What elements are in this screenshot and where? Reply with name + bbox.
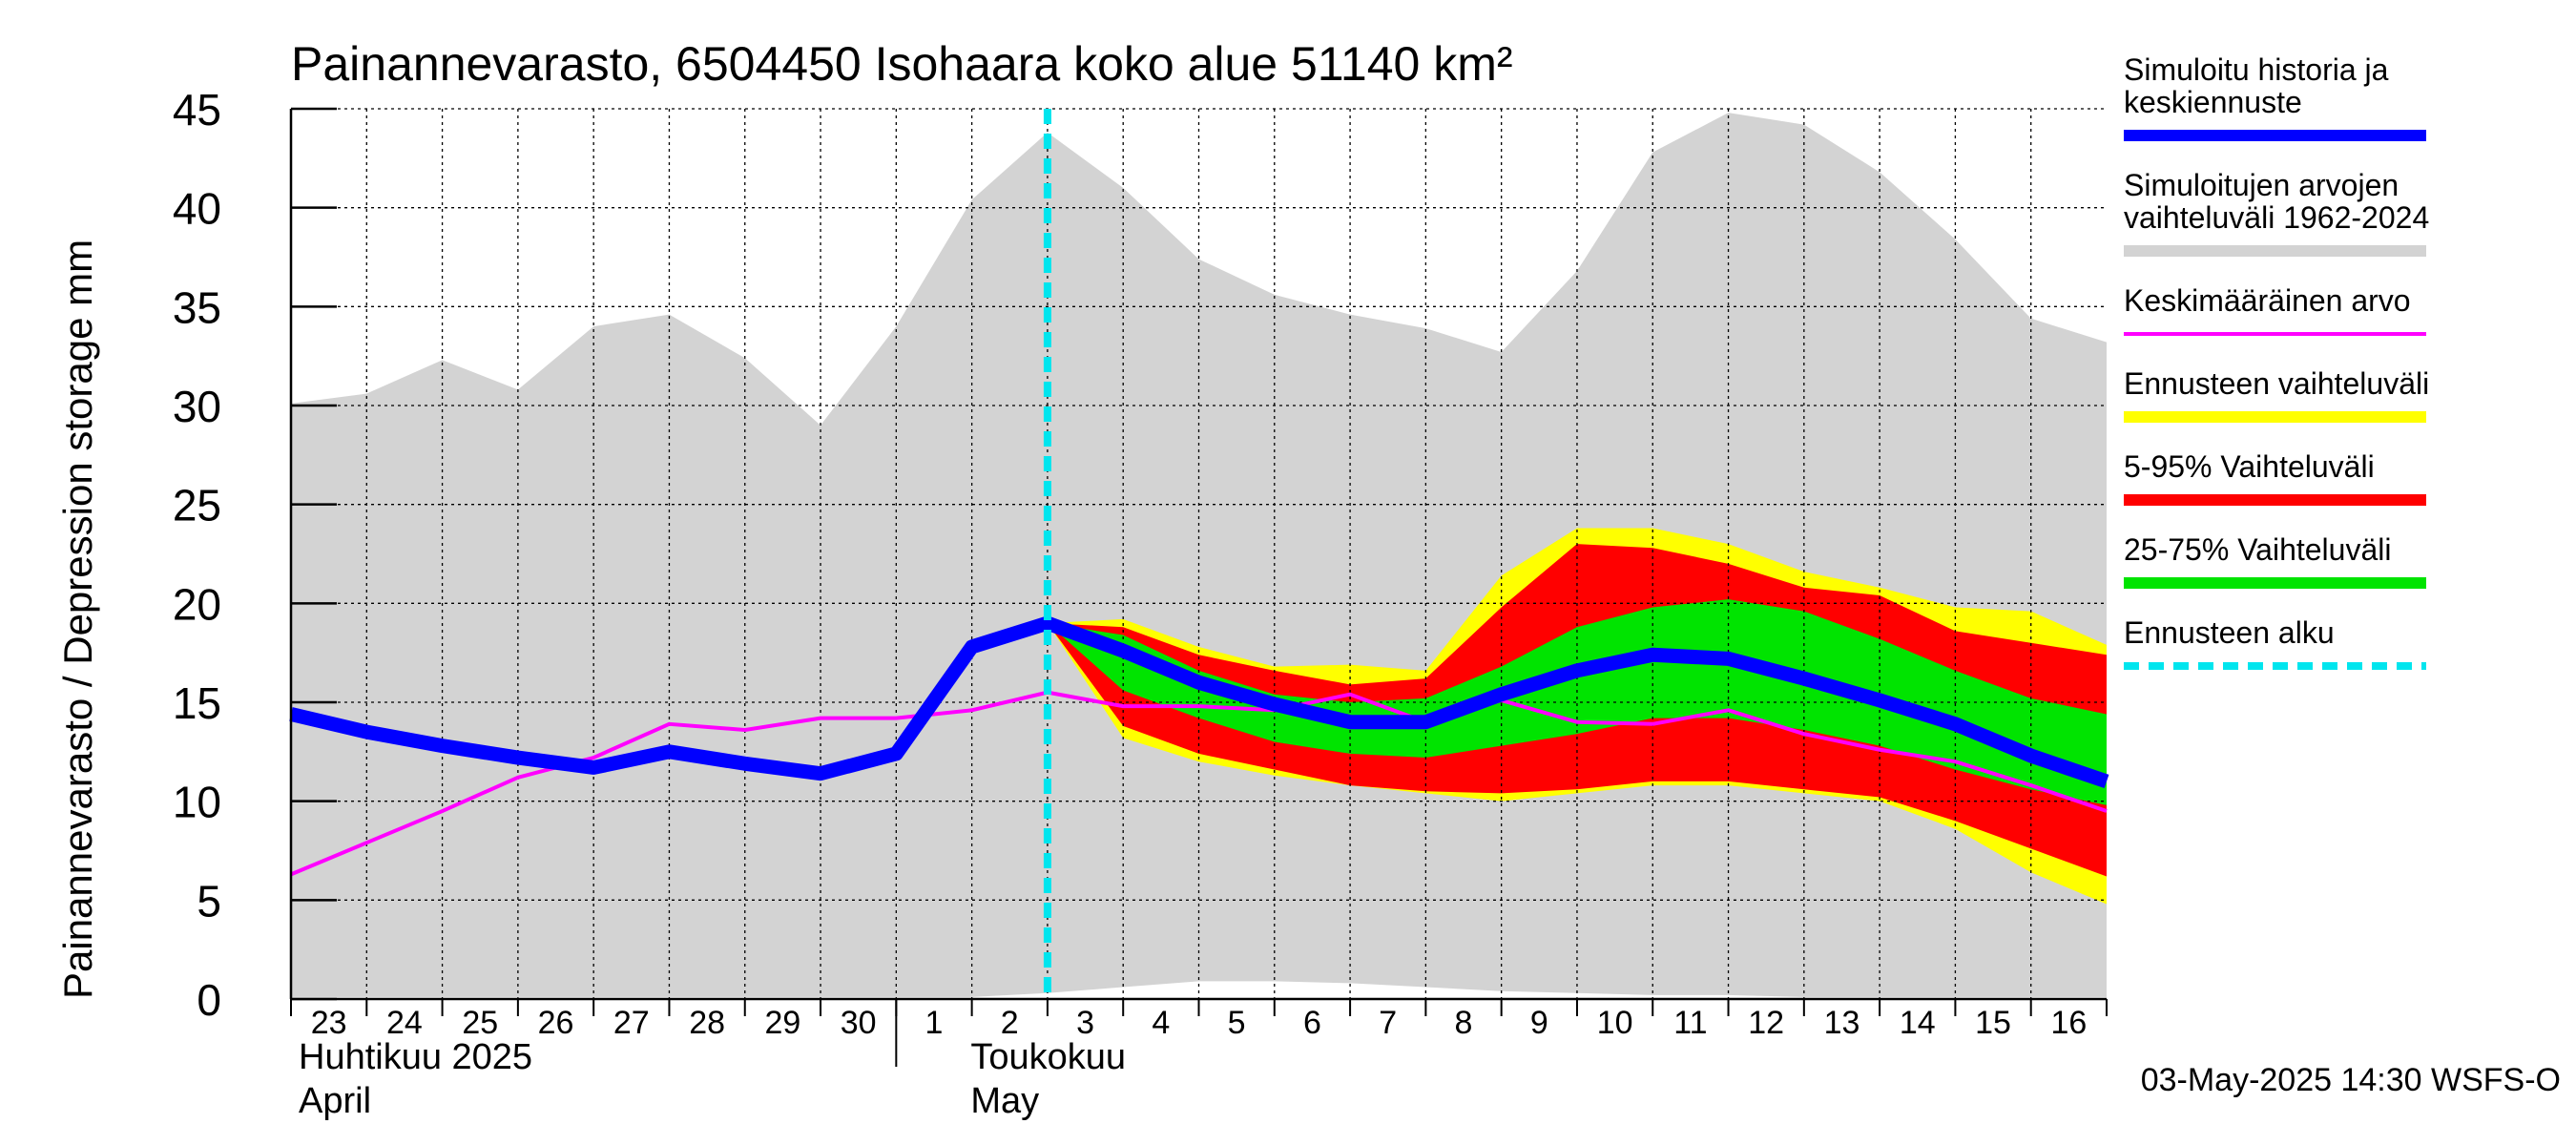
x-tick-label: 11 xyxy=(1673,1005,1707,1041)
x-tick-label: 12 xyxy=(1748,1005,1784,1041)
month-label: Toukokuu xyxy=(970,1037,1126,1077)
legend-label: Ennusteen alku xyxy=(2124,615,2335,650)
band-3 xyxy=(1047,599,2107,805)
y-tick-label: 0 xyxy=(197,975,221,1025)
y-tick-label: 5 xyxy=(197,876,221,926)
x-tick-label: 25 xyxy=(462,1005,498,1041)
month-label-en: April xyxy=(299,1081,371,1121)
y-tick-label: 45 xyxy=(173,85,221,135)
legend-label: 25-75% Vaihteluväli xyxy=(2124,532,2391,567)
month-label-en: May xyxy=(970,1081,1039,1121)
y-tick-label: 30 xyxy=(173,382,221,431)
x-tick-label: 23 xyxy=(311,1005,347,1041)
x-tick-label: 7 xyxy=(1379,1005,1397,1041)
x-tick-label: 29 xyxy=(764,1005,800,1041)
timestamp: 03-May-2025 14:30 WSFS-O xyxy=(2141,1062,2561,1098)
x-tick-label: 6 xyxy=(1303,1005,1321,1041)
x-tick-label: 3 xyxy=(1076,1005,1094,1041)
y-tick-label: 25 xyxy=(173,481,221,531)
y-axis-label: Painannevarasto / Depression storage mm xyxy=(55,239,100,999)
x-tick-label: 8 xyxy=(1455,1005,1473,1041)
x-tick-label: 30 xyxy=(841,1005,877,1041)
legend-label: 5-95% Vaihteluväli xyxy=(2124,449,2375,484)
x-tick-label: 5 xyxy=(1228,1005,1246,1041)
x-tick-label: 10 xyxy=(1597,1005,1633,1041)
x-tick-label: 13 xyxy=(1824,1005,1860,1041)
mean-line xyxy=(290,690,2108,877)
simulated-median-line xyxy=(289,615,2109,789)
chart-title: Painannevarasto, 6504450 Isohaara koko a… xyxy=(291,37,1513,91)
x-tick-label: 2 xyxy=(1001,1005,1019,1041)
x-tick-label: 27 xyxy=(613,1005,650,1041)
legend-label: keskiennuste xyxy=(2124,85,2302,119)
x-tick-label: 26 xyxy=(538,1005,574,1041)
x-tick-label: 16 xyxy=(2050,1005,2087,1041)
x-tick-label: 9 xyxy=(1530,1005,1548,1041)
y-tick-label: 40 xyxy=(173,184,221,234)
legend-label: Ennusteen vaihteluväli xyxy=(2124,366,2429,401)
x-tick-label: 24 xyxy=(386,1005,423,1041)
x-tick-label: 14 xyxy=(1900,1005,1936,1041)
month-label: Huhtikuu 2025 xyxy=(299,1037,532,1077)
y-tick-label: 35 xyxy=(173,282,221,332)
y-tick-label: 15 xyxy=(173,678,221,728)
x-tick-label: 28 xyxy=(689,1005,725,1041)
legend-label: vaihteluväli 1962-2024 xyxy=(2124,200,2429,235)
legend-label: Simuloitujen arvojen xyxy=(2124,168,2399,202)
x-tick-label: 1 xyxy=(925,1005,944,1041)
x-tick-label: 15 xyxy=(1975,1005,2011,1041)
legend-label: Keskimääräinen arvo xyxy=(2124,283,2411,318)
y-tick-label: 20 xyxy=(173,579,221,629)
grid xyxy=(291,108,2107,999)
x-tick-label: 4 xyxy=(1152,1005,1170,1041)
legend-label: Simuloitu historia ja xyxy=(2124,52,2389,87)
y-tick-label: 10 xyxy=(173,778,221,827)
